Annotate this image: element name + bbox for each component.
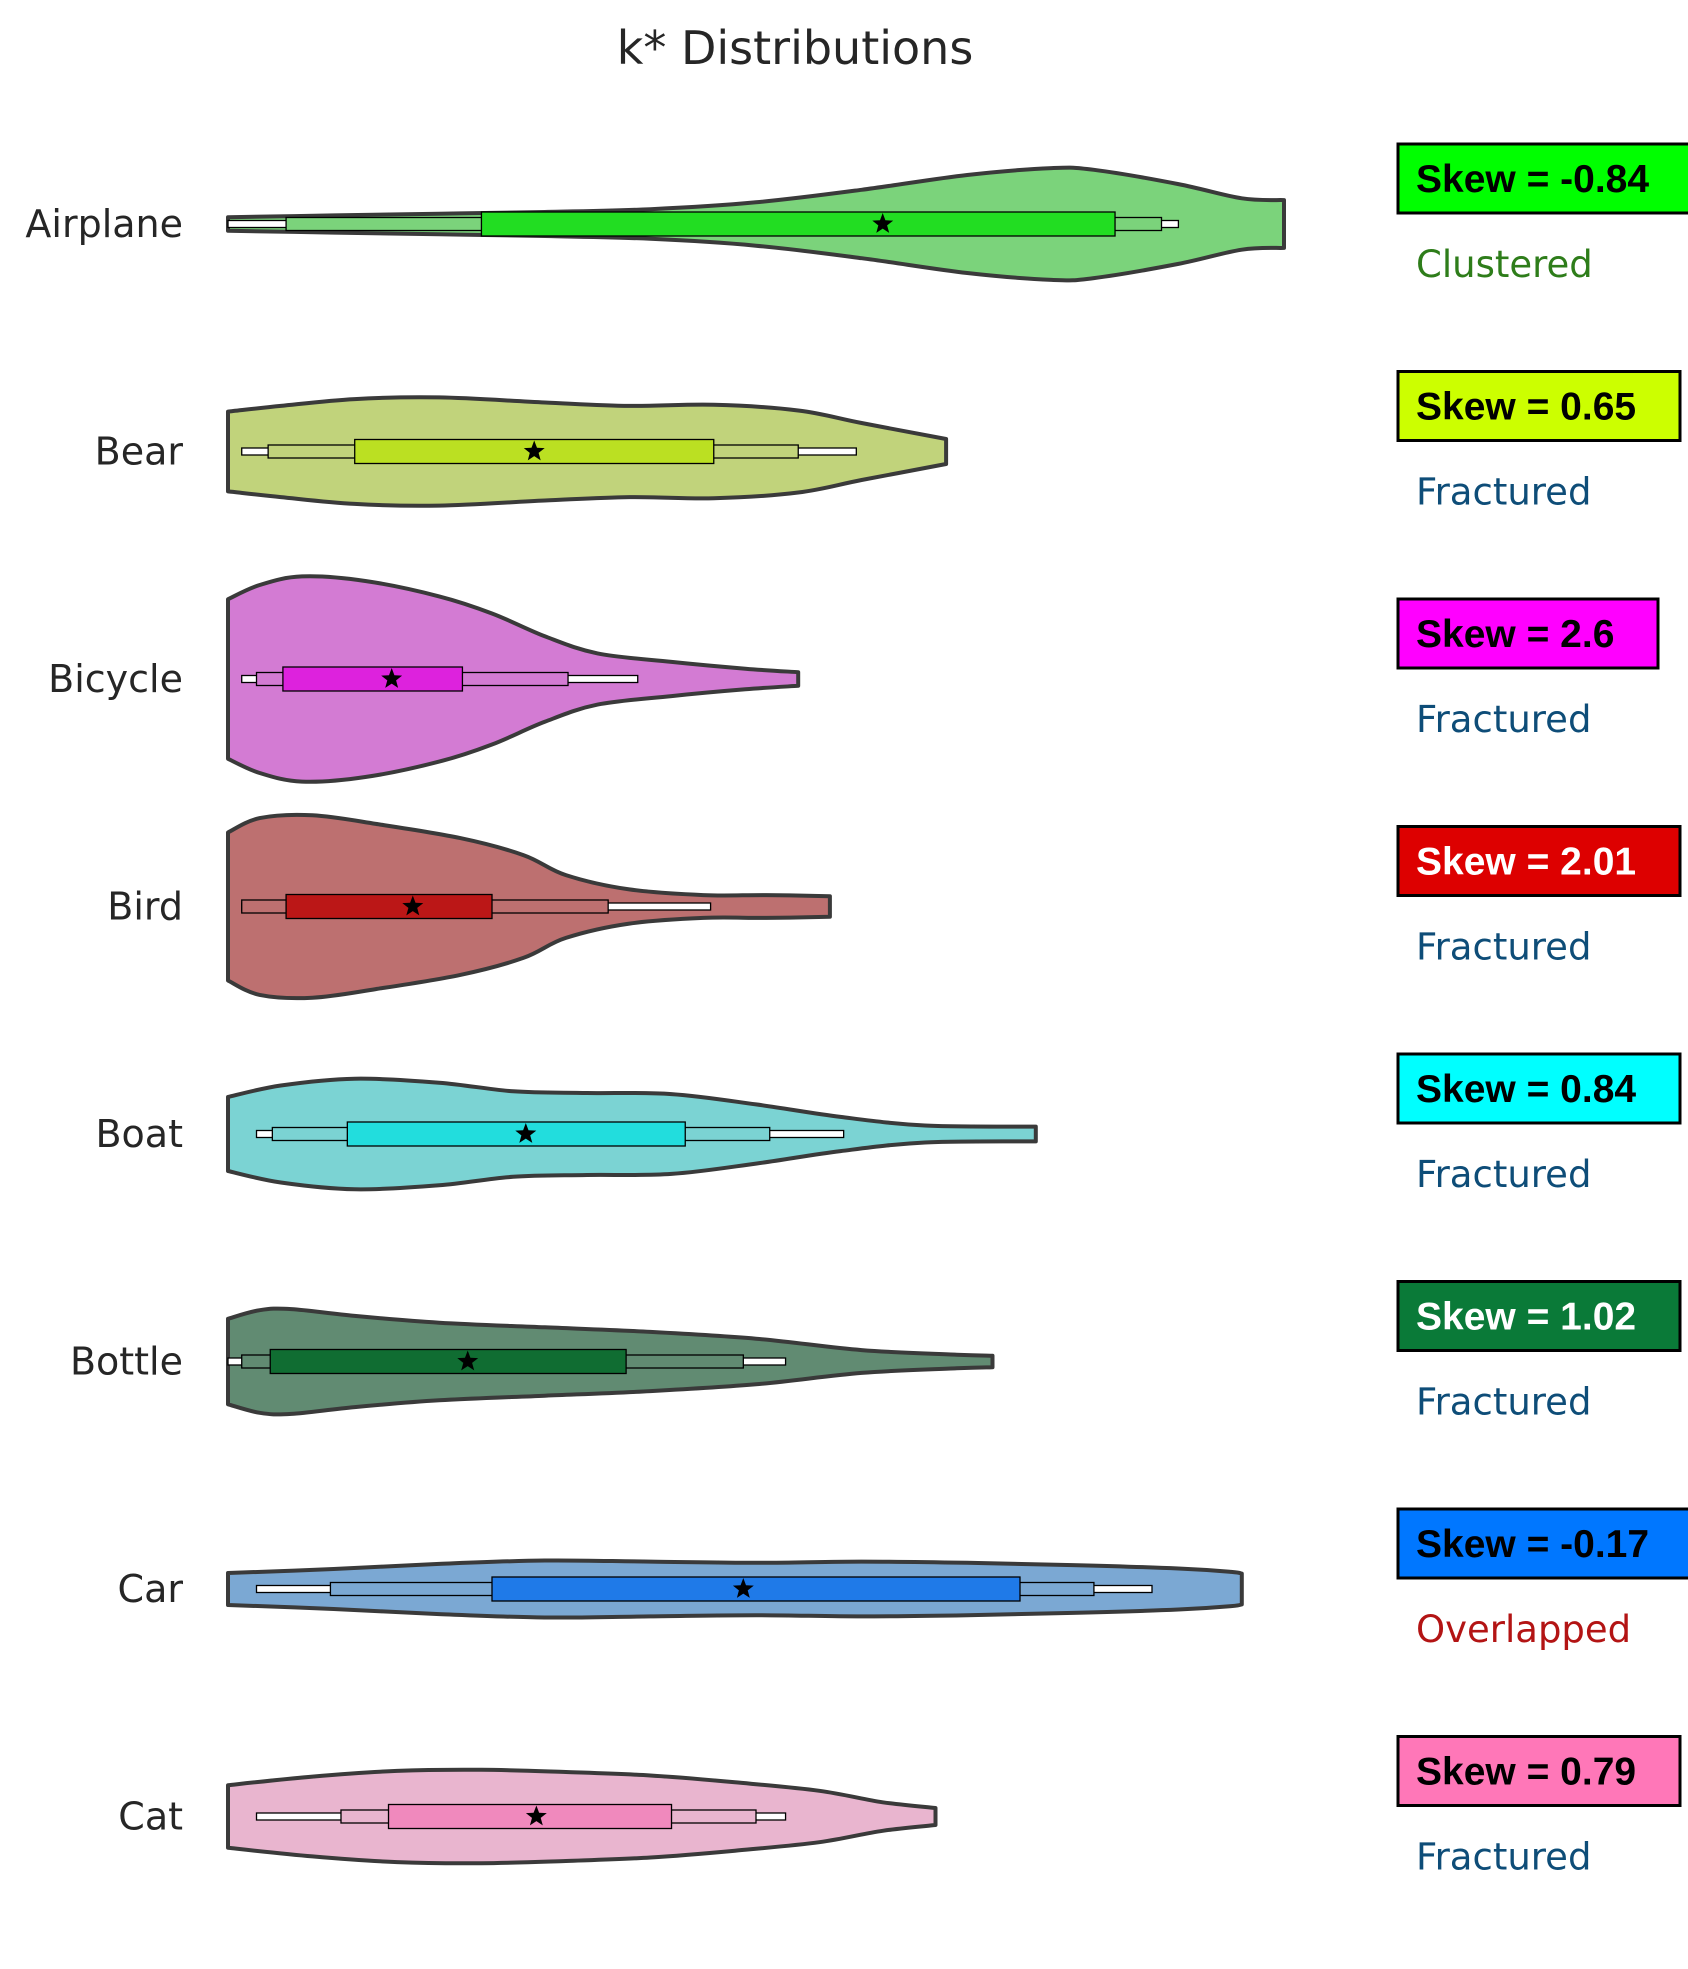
iqr-box-car	[491, 1576, 1021, 1602]
skew-label-bicycle: Skew = 2.6	[1416, 613, 1614, 656]
category-label-bicycle: Bicycle	[48, 657, 183, 701]
classification-label-bear: Fractured	[1416, 471, 1591, 514]
category-label-bird: Bird	[107, 885, 183, 929]
median-star-bicycle	[381, 668, 403, 688]
category-label-boat: Boat	[95, 1112, 183, 1156]
skew-label-airplane: Skew = -0.84	[1416, 158, 1649, 201]
median-star-boat	[515, 1123, 537, 1143]
skew-badge-bottle	[1396, 1280, 1682, 1352]
skew-badge-car	[1396, 1507, 1688, 1580]
median-star-cat	[525, 1805, 547, 1826]
violin-boat: Boat Skew = 0.84 Fractured	[95, 1052, 1682, 1196]
classification-label-car: Overlapped	[1416, 1608, 1631, 1651]
skew-badge-airplane	[1396, 142, 1688, 215]
skew-badge-cat	[1396, 1735, 1682, 1807]
skew-label-car: Skew = -0.17	[1416, 1523, 1649, 1566]
category-label-bear: Bear	[95, 430, 184, 474]
skew-badge-bicycle	[1396, 597, 1660, 670]
median-star-bottle	[457, 1350, 479, 1371]
violin-cat: Cat Skew = 0.79 Fractured	[118, 1735, 1682, 1879]
median-star-bear	[523, 440, 545, 461]
category-label-cat: Cat	[118, 1795, 183, 1839]
median-star-airplane	[872, 213, 894, 233]
median-star-car	[732, 1578, 754, 1598]
median-star-bird	[402, 895, 424, 916]
iqr-box-airplane	[480, 211, 1116, 237]
violin-car: Car Skew = -0.17 Overlapped	[118, 1507, 1688, 1651]
classification-label-boat: Fractured	[1416, 1153, 1591, 1196]
skew-label-cat: Skew = 0.79	[1416, 1751, 1636, 1794]
iqr-box-cat	[387, 1803, 673, 1830]
violin-group: Airplane Skew = -0.84 Clustered Bear Skew = …	[25, 142, 1688, 1879]
skew-badge-bird	[1396, 825, 1682, 897]
skew-badge-bear	[1396, 370, 1682, 442]
skew-label-boat: Skew = 0.84	[1416, 1068, 1636, 1111]
skew-badge-boat	[1396, 1052, 1682, 1125]
violin-airplane: Airplane Skew = -0.84 Clustered	[25, 142, 1688, 286]
iqr-box-boat	[346, 1121, 686, 1147]
category-label-bottle: Bottle	[70, 1340, 183, 1384]
classification-label-airplane: Clustered	[1416, 243, 1593, 286]
classification-label-cat: Fractured	[1416, 1836, 1591, 1879]
skew-label-bird: Skew = 2.01	[1416, 841, 1636, 884]
category-label-airplane: Airplane	[25, 202, 183, 246]
chart-title: k* Distributions	[617, 21, 974, 75]
iqr-box-bottle	[269, 1348, 627, 1375]
classification-label-bicycle: Fractured	[1416, 698, 1591, 741]
classification-label-bottle: Fractured	[1416, 1381, 1591, 1424]
iqr-box-bird	[285, 893, 493, 920]
iqr-box-bicycle	[282, 666, 464, 692]
classification-label-bird: Fractured	[1416, 926, 1591, 969]
violin-bicycle: Bicycle Skew = 2.6 Fractured	[48, 574, 1660, 784]
violin-bottle: Bottle Skew = 1.02 Fractured	[70, 1280, 1682, 1424]
violin-bird: Bird Skew = 2.01 Fractured	[107, 812, 1682, 1001]
skew-label-bottle: Skew = 1.02	[1416, 1296, 1636, 1339]
category-label-car: Car	[118, 1567, 184, 1611]
violin-bear: Bear Skew = 0.65 Fractured	[95, 370, 1682, 514]
skew-label-bear: Skew = 0.65	[1416, 386, 1636, 429]
